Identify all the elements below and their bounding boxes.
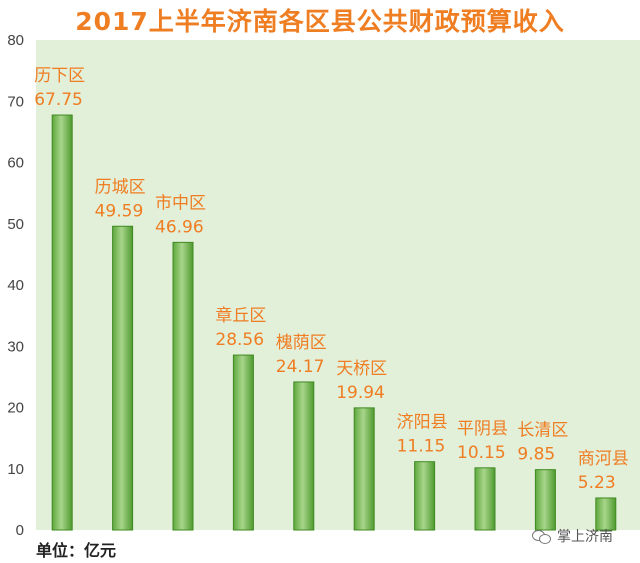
y-tick-label: 50: [7, 216, 24, 233]
category-label: 章丘区: [215, 306, 266, 326]
y-tick-label: 70: [7, 93, 24, 110]
category-label: 天桥区: [336, 359, 387, 379]
value-label: 28.56: [215, 330, 264, 350]
value-label: 49.59: [95, 201, 144, 221]
category-label: 长清区: [517, 421, 568, 441]
value-label: 24.17: [276, 357, 325, 377]
bar: [353, 407, 375, 531]
bar: [112, 225, 134, 531]
value-label: 10.15: [457, 443, 506, 463]
category-label: 槐荫区: [276, 333, 327, 353]
bar: [232, 354, 254, 531]
category-label: 平阴县: [457, 419, 508, 439]
wechat-icon: [532, 529, 552, 544]
bar: [293, 381, 315, 531]
unit-label: 单位：亿元: [36, 541, 117, 560]
value-label: 19.94: [336, 383, 385, 403]
value-label: 67.75: [34, 90, 83, 110]
y-axis: 0 10 20 30 40 50 60 70 80: [7, 32, 24, 539]
y-tick-label: 30: [7, 338, 24, 355]
y-tick-label: 10: [7, 461, 24, 478]
chart-title: 2017上半年济南各区县公共财政预算收入: [75, 7, 565, 36]
category-label: 市中区: [155, 193, 206, 213]
value-label: 5.23: [578, 473, 616, 493]
y-tick-label: 60: [7, 155, 24, 172]
bar: [172, 241, 194, 531]
category-label: 商河县: [578, 449, 629, 469]
bar: [595, 497, 617, 531]
category-label: 历下区: [34, 66, 85, 86]
watermark: 掌上济南: [532, 526, 613, 546]
value-label: 9.85: [517, 445, 555, 465]
bar: [474, 467, 496, 531]
value-label: 11.15: [397, 437, 446, 457]
category-label: 历城区: [95, 177, 146, 197]
plot-area: [36, 40, 640, 530]
bar: [51, 114, 73, 531]
y-tick-label: 80: [7, 32, 24, 49]
bar: [534, 469, 556, 531]
bars: [51, 114, 617, 531]
y-tick-label: 40: [7, 277, 24, 294]
watermark-text: 掌上济南: [557, 529, 613, 545]
y-tick-label: 20: [7, 400, 24, 417]
y-tick-label: 0: [16, 522, 24, 539]
value-label: 46.96: [155, 217, 204, 237]
bar: [414, 461, 436, 531]
category-label: 济阳县: [397, 413, 448, 433]
data-labels: 历下区 67.75 历城区 49.59 市中区 46.96 章丘区 28.56 槐荫区 24.17…: [34, 66, 629, 493]
